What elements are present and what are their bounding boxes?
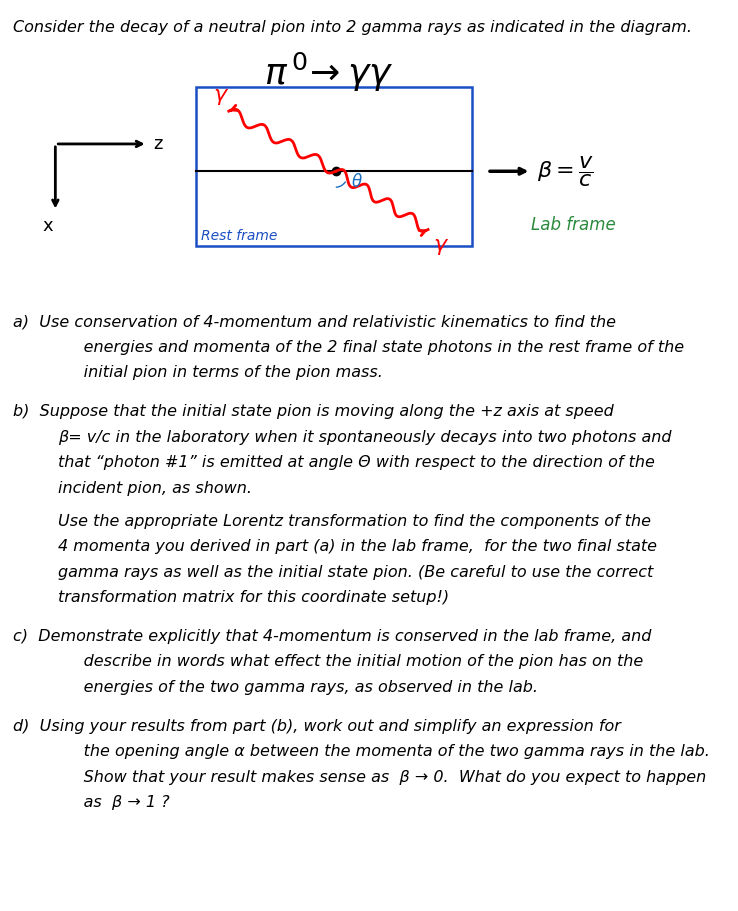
Text: energies of the two gamma rays, as observed in the lab.: energies of the two gamma rays, as obser… [58,680,537,694]
Text: describe in words what effect the initial motion of the pion has on the: describe in words what effect the initia… [58,654,643,669]
Text: $\gamma$: $\gamma$ [433,235,449,257]
Text: that “photon #1” is emitted at angle Θ with respect to the direction of the: that “photon #1” is emitted at angle Θ w… [58,456,655,470]
Text: Use the appropriate Lorentz transformation to find the components of the: Use the appropriate Lorentz transformati… [58,514,651,528]
Text: gamma rays as well as the initial state pion. (Be careful to use the correct: gamma rays as well as the initial state … [58,565,653,579]
Text: Show that your result makes sense as  β → 0.  What do you expect to happen: Show that your result makes sense as β →… [58,770,706,784]
Text: transformation matrix for this coordinate setup!): transformation matrix for this coordinat… [58,590,449,605]
Text: β= v/c in the laboratory when it spontaneously decays into two photons and: β= v/c in the laboratory when it spontan… [58,430,671,445]
Text: Rest frame: Rest frame [201,230,277,243]
Text: the opening angle α between the momenta of the two gamma rays in the lab.: the opening angle α between the momenta … [58,744,709,759]
Text: d)  Using your results from part (b), work out and simplify an expression for: d) Using your results from part (b), wor… [13,719,621,733]
Bar [196,87,472,246]
Text: $\pi^{\,0} \!\rightarrow \gamma\gamma$: $\pi^{\,0} \!\rightarrow \gamma\gamma$ [263,51,393,95]
Text: incident pion, as shown.: incident pion, as shown. [58,481,252,496]
Text: Lab frame: Lab frame [531,216,616,234]
Text: energies and momenta of the 2 final state photons in the rest frame of the: energies and momenta of the 2 final stat… [58,340,683,354]
Text: a)  Use conservation of 4-momentum and relativistic kinematics to find the: a) Use conservation of 4-momentum and re… [13,314,616,329]
Text: as  β → 1 ?: as β → 1 ? [58,795,169,810]
Text: $\beta = \dfrac{v}{c}$: $\beta = \dfrac{v}{c}$ [537,154,594,189]
Text: z: z [154,135,163,153]
Text: initial pion in terms of the pion mass.: initial pion in terms of the pion mass. [58,365,382,380]
Text: Consider the decay of a neutral pion into 2 gamma rays as indicated in the diagr: Consider the decay of a neutral pion int… [13,20,692,35]
Text: 4 momenta you derived in part (a) in the lab frame,  for the two final state: 4 momenta you derived in part (a) in the… [58,539,657,554]
Text: x: x [43,217,53,235]
Text: b)  Suppose that the initial state pion is moving along the +z axis at speed: b) Suppose that the initial state pion i… [13,404,614,419]
Text: $\gamma$: $\gamma$ [213,86,230,107]
Text: $\theta$: $\theta$ [351,173,362,191]
Text: c)  Demonstrate explicitly that 4-momentum is conserved in the lab frame, and: c) Demonstrate explicitly that 4-momentu… [13,629,652,643]
